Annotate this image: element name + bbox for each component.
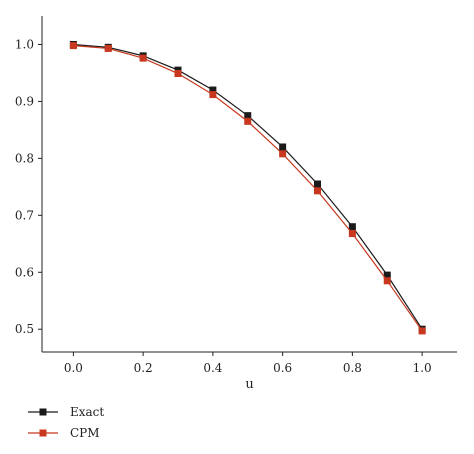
x-tick-label: 0.0 xyxy=(64,361,83,375)
legend-label: Exact xyxy=(70,405,104,419)
series-line xyxy=(73,45,423,332)
series-layer xyxy=(69,40,426,335)
data-point xyxy=(69,42,77,50)
x-tick-label: 0.8 xyxy=(343,361,362,375)
data-point xyxy=(244,112,252,120)
data-point xyxy=(348,230,356,238)
data-point xyxy=(209,86,217,94)
data-point xyxy=(104,44,112,52)
legend: Exact CPM xyxy=(28,405,104,440)
x-tick-label: 0.2 xyxy=(134,361,153,375)
y-tick-label: 1.0 xyxy=(15,37,34,51)
y-tick-label: 0.7 xyxy=(15,208,34,222)
y-tick-label: 0.6 xyxy=(15,265,34,279)
data-point xyxy=(279,143,287,151)
data-point xyxy=(383,271,391,279)
y-tick-label: 0.9 xyxy=(15,94,34,108)
x-tick-label: 0.6 xyxy=(273,361,292,375)
legend-item-cpm: CPM xyxy=(28,426,100,440)
x-tick-label: 1.0 xyxy=(413,361,432,375)
data-point xyxy=(314,187,322,195)
series-exact xyxy=(69,40,426,333)
data-point xyxy=(209,91,217,99)
x-axis-label: u xyxy=(245,377,253,392)
data-point xyxy=(418,327,426,335)
ticks: 0.5 0.6 0.7 0.8 0.9 1.0 0.0 0.2 0.4 0.6 0.8 1.0 xyxy=(15,37,432,375)
data-point xyxy=(383,277,391,285)
series-cpm xyxy=(69,42,426,335)
legend-marker xyxy=(39,429,47,437)
data-point xyxy=(314,180,322,188)
axes xyxy=(41,16,457,353)
data-point xyxy=(279,150,287,158)
data-point xyxy=(244,117,252,125)
series-line xyxy=(73,43,423,330)
data-point xyxy=(348,223,356,231)
legend-marker xyxy=(39,408,47,416)
legend-label: CPM xyxy=(70,426,100,440)
legend-item-exact: Exact xyxy=(28,405,104,419)
y-tick-label: 0.8 xyxy=(15,151,34,165)
y-tick-label: 0.5 xyxy=(15,322,34,336)
data-point xyxy=(139,54,147,62)
x-tick-label: 0.4 xyxy=(203,361,222,375)
data-point xyxy=(174,70,182,78)
